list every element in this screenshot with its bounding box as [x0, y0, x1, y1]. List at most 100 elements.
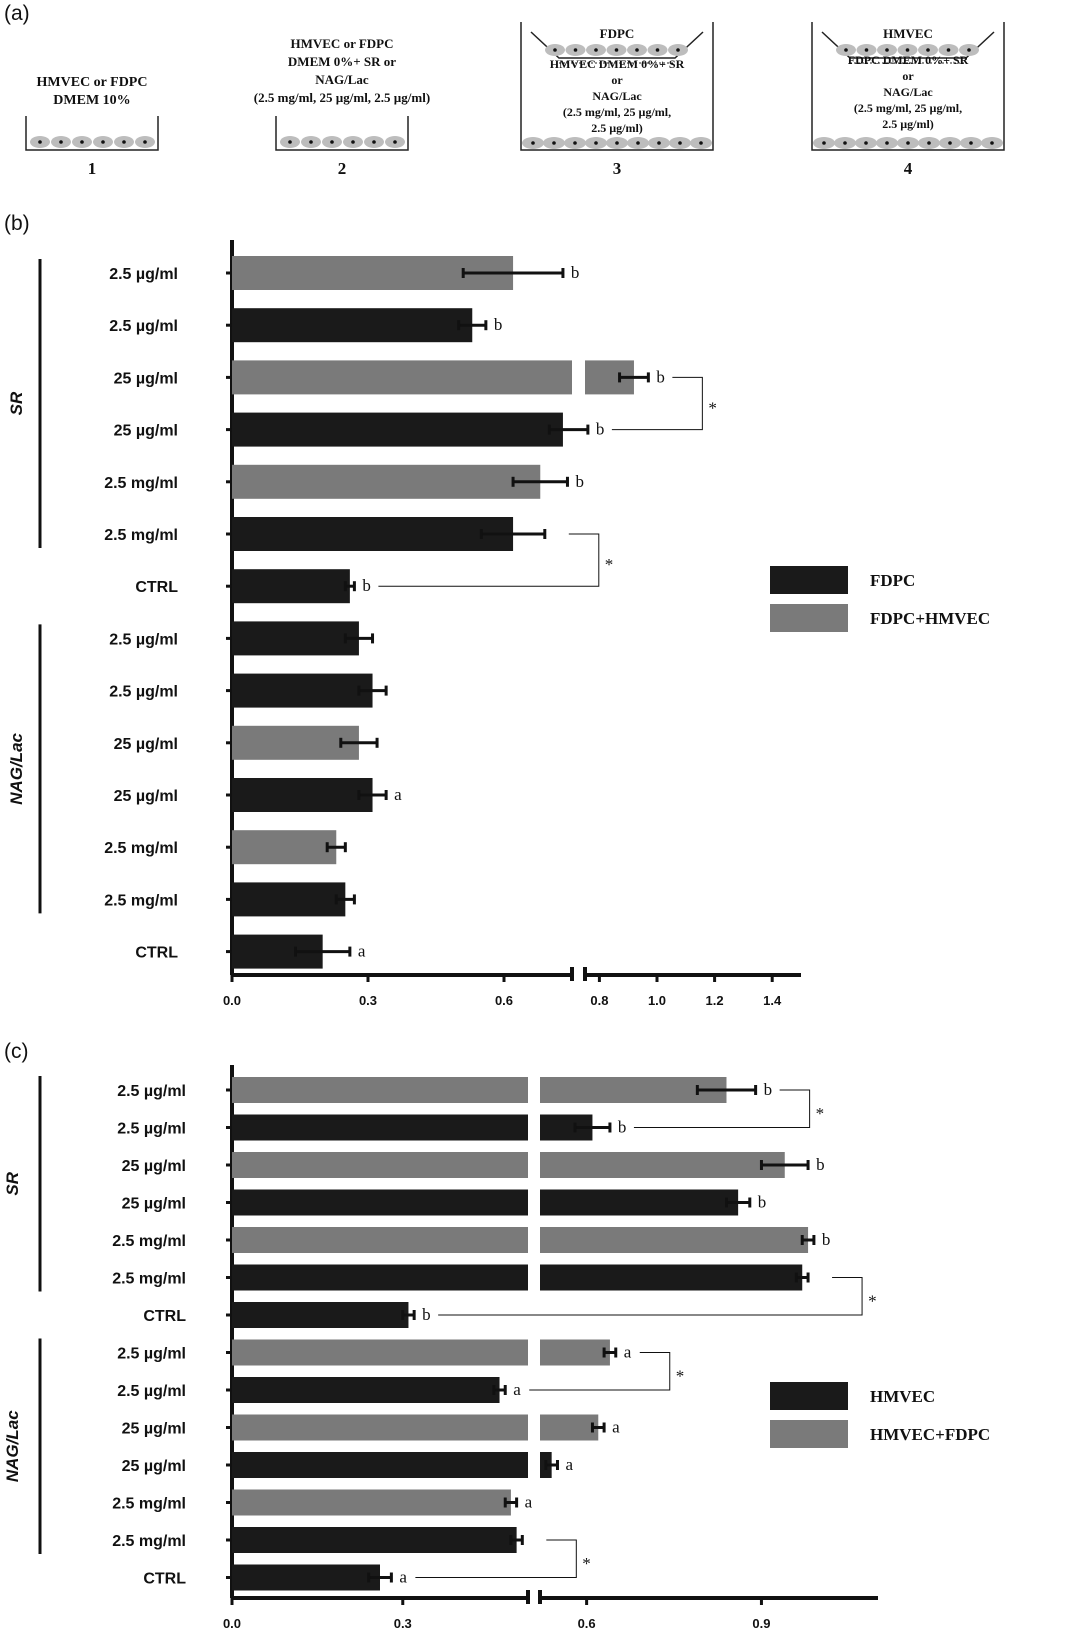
x-tick-label: 0.0 [223, 993, 241, 1008]
bar [232, 1339, 528, 1366]
cell-nucleus [59, 140, 63, 144]
category-label: 25 µg/ml [114, 736, 178, 753]
legend-label: FDPC+HMVEC [870, 609, 990, 628]
schematic-text-line: 2.5 µg/ml) [882, 117, 934, 131]
schematic-text-line: or [902, 69, 914, 83]
significance-star: * [605, 555, 614, 574]
cell-nucleus [38, 140, 42, 144]
transwell-insert [530, 31, 704, 59]
cell-nucleus [843, 141, 847, 145]
cell-nucleus [655, 48, 660, 52]
category-label: 25 µg/ml [114, 788, 178, 805]
bar [540, 1264, 803, 1291]
cell-nucleus [531, 141, 535, 145]
legend-swatch [770, 1420, 848, 1448]
category-label: 2.5 mg/ml [104, 840, 178, 857]
cell-nucleus [122, 140, 126, 144]
schematic-text-line: HMVEC DMEM 0%+ SR [550, 57, 685, 71]
significance-letter: a [399, 1568, 407, 1587]
category-label: 25 µg/ml [122, 1421, 186, 1438]
panel-label-a: (a) [4, 2, 30, 25]
x-tick-label: 0.9 [752, 1616, 770, 1631]
category-label: CTRL [143, 1308, 186, 1325]
schematic-top-label: FDPC [600, 26, 635, 41]
bar [232, 1527, 517, 1553]
schematic-step-number: 2 [338, 159, 347, 178]
cell-nucleus [946, 48, 951, 52]
cell-nucleus [969, 141, 973, 145]
significance-letter: a [358, 942, 366, 961]
category-label: 2.5 µg/ml [117, 1121, 186, 1138]
bar [540, 1077, 727, 1103]
category-label: 25 µg/ml [114, 423, 178, 440]
schematic-text-line: DMEM 0%+ SR or [288, 54, 396, 69]
x-tick-label: 0.8 [590, 993, 608, 1008]
significance-letter: b [422, 1305, 431, 1324]
cell-nucleus [309, 140, 313, 144]
cell-nucleus [594, 141, 598, 145]
cell-nucleus [553, 48, 557, 52]
bar [232, 725, 359, 760]
x-tick-label: 0.6 [578, 1616, 596, 1631]
significance-star: * [816, 1104, 825, 1123]
category-label: 2.5 µg/ml [117, 1383, 186, 1400]
legend-label: HMVEC+FDPC [870, 1425, 990, 1444]
bar [232, 1377, 500, 1403]
category-label: 2.5 µg/ml [109, 318, 178, 335]
cell-nucleus [885, 48, 889, 52]
x-tick-label: 0.3 [359, 993, 377, 1008]
bar [232, 1414, 528, 1441]
significance-bracket [378, 533, 600, 587]
cell-nucleus [573, 48, 578, 52]
significance-letter: a [565, 1455, 573, 1474]
legend-swatch [770, 604, 848, 632]
category-label: 2.5 mg/ml [112, 1496, 186, 1513]
category-label: 25 µg/ml [114, 370, 178, 387]
bar [540, 1339, 610, 1366]
cell-nucleus [948, 141, 952, 145]
category-label: 2.5 mg/ml [112, 1233, 186, 1250]
category-label: 2.5 µg/ml [109, 684, 178, 701]
bar [232, 673, 373, 708]
significance-letter: a [525, 1493, 533, 1512]
significance-bracket [611, 376, 703, 431]
bar [232, 1264, 528, 1291]
cell-nucleus [657, 141, 661, 145]
schematic-step-number: 3 [613, 159, 622, 178]
schematic-step-2: HMVEC or FDPC DMEM 0%+ SR or NAG/Lac (2.5 m… [254, 36, 430, 178]
x-tick-label: 1.2 [706, 993, 724, 1008]
category-label: 2.5 µg/ml [109, 631, 178, 648]
significance-letter: a [513, 1380, 521, 1399]
schematic-text-line: 2.5 µg/ml) [591, 121, 643, 135]
cell-nucleus [699, 141, 703, 145]
group-label: SR [3, 1171, 22, 1195]
bar [232, 1189, 528, 1216]
cell-nucleus [288, 140, 292, 144]
bar [232, 1489, 511, 1516]
bar [540, 1227, 809, 1253]
x-tick-label: 1.4 [763, 993, 782, 1008]
significance-bracket [529, 1352, 671, 1391]
bar [232, 1114, 528, 1141]
bar [232, 621, 359, 656]
bar [540, 1152, 785, 1178]
cell-nucleus [636, 141, 640, 145]
culture-well [25, 116, 159, 151]
category-label: CTRL [143, 1571, 186, 1588]
cell-nucleus [80, 140, 84, 144]
schematic-text-line: HMVEC or FDPC [37, 75, 148, 90]
significance-letter: b [656, 367, 665, 386]
cell-nucleus [393, 140, 397, 144]
significance-letter: b [822, 1230, 831, 1249]
significance-bracket [415, 1539, 577, 1578]
category-label: 2.5 µg/ml [117, 1083, 186, 1100]
schematic-text-line: DMEM 10% [53, 93, 130, 108]
cell-nucleus [676, 48, 680, 52]
significance-letter: b [362, 576, 371, 595]
significance-letter: b [618, 1118, 627, 1137]
cell-nucleus [864, 141, 868, 145]
schematic-text-line: FDPC DMEM 0%+ SR [848, 53, 969, 67]
culture-schematic: HMVEC or FDPC DMEM 10% 1 HMVEC or FDPC DMEM … [25, 22, 1005, 178]
significance-letter: b [764, 1080, 773, 1099]
